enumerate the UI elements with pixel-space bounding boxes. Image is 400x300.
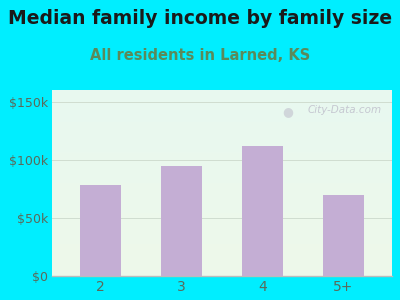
Bar — [80, 185, 121, 276]
Text: Median family income by family size: Median family income by family size — [8, 9, 392, 28]
Bar — [323, 195, 364, 276]
Text: ●: ● — [282, 105, 293, 118]
Bar — [161, 166, 202, 276]
Text: All residents in Larned, KS: All residents in Larned, KS — [90, 48, 310, 63]
Bar — [242, 146, 283, 276]
Text: City-Data.com: City-Data.com — [308, 105, 382, 115]
